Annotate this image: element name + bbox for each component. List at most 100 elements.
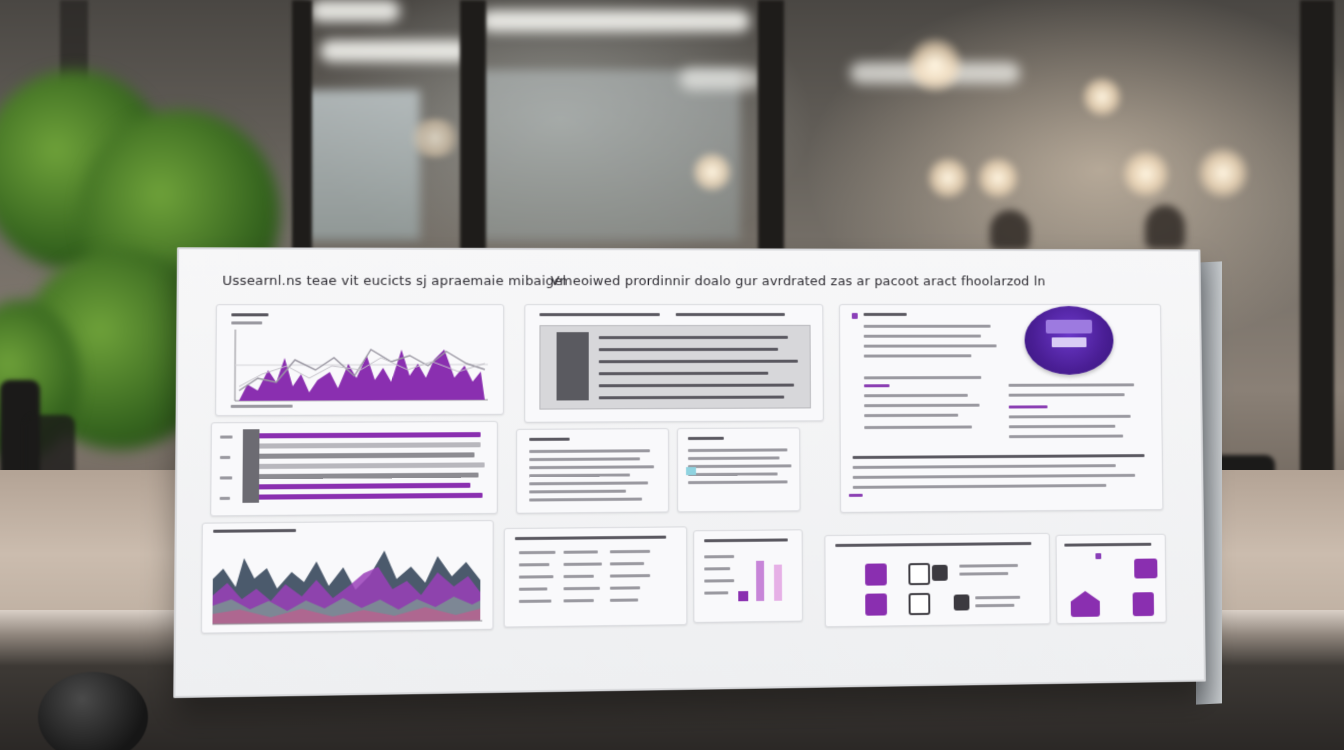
bar-label (220, 497, 230, 500)
bullet-marker (1095, 553, 1101, 559)
text-line (864, 384, 890, 387)
text-line (853, 484, 1107, 489)
text-line (864, 394, 968, 397)
text-line (688, 448, 787, 452)
grid-icon (909, 593, 931, 615)
house-icon (1071, 591, 1100, 617)
text-line (853, 454, 1145, 459)
text-line (529, 498, 642, 502)
text-line (864, 354, 972, 357)
stacked-area-chart (208, 535, 486, 628)
grid-icon (954, 594, 970, 610)
document-icon (932, 565, 948, 581)
text-line (864, 335, 981, 338)
mini-bar-panel (693, 529, 803, 623)
bar-row (243, 473, 479, 480)
board-left-heading: Ussearnl.ns teae vit eucicts sj apraemai… (222, 274, 566, 289)
bar-label (220, 476, 232, 479)
text-line (519, 600, 551, 603)
table-row (599, 360, 798, 363)
shape-icon (1133, 592, 1154, 616)
text-line (704, 579, 734, 582)
text-line (975, 596, 1020, 600)
data-table (539, 325, 811, 410)
text-line (1009, 435, 1123, 439)
panel-caption (213, 529, 296, 533)
panel-caption (539, 313, 659, 316)
text-line (864, 425, 972, 429)
text-line (564, 587, 600, 590)
text-line (959, 564, 1018, 568)
text-line (1009, 415, 1131, 419)
text-line (688, 480, 787, 484)
table-row (599, 372, 768, 376)
table-row (599, 336, 788, 339)
text-line (688, 464, 791, 468)
table-row (599, 348, 778, 351)
text-block-panel (677, 427, 801, 512)
bar-row (243, 432, 481, 438)
text-line (610, 550, 650, 553)
text-line (519, 551, 555, 554)
text-line (864, 376, 981, 379)
bar-row (243, 483, 471, 490)
icon-tiles-panel (1056, 534, 1167, 624)
area-chart-panel (215, 304, 504, 416)
text-line (529, 481, 648, 485)
text-heading (704, 538, 788, 542)
text-line (610, 562, 644, 565)
summary-panel (839, 304, 1163, 513)
text-line (864, 344, 997, 347)
text-line (704, 591, 728, 594)
bar-axis-block (242, 429, 259, 503)
text-line (1009, 425, 1115, 429)
text-block-panel (516, 428, 669, 514)
text-line (849, 494, 863, 497)
shape-icon (1134, 559, 1157, 579)
text-line (864, 414, 958, 417)
text-table-panel (504, 526, 688, 627)
bar-label (220, 435, 232, 438)
bar-row (243, 442, 481, 448)
purple-disc-badge (1024, 306, 1113, 375)
bar-label (220, 456, 230, 459)
text-line (610, 586, 640, 589)
table-row (599, 384, 794, 388)
bar-row (242, 493, 482, 500)
text-line (704, 567, 730, 570)
text-heading (864, 313, 907, 316)
bar-row (243, 462, 485, 469)
text-line (564, 562, 602, 565)
bar-chart-panel (210, 421, 498, 517)
text-line (610, 598, 638, 601)
panel-caption (676, 313, 785, 316)
text-line (864, 404, 979, 407)
text-line (529, 474, 630, 478)
text-line (519, 563, 549, 566)
table-row (599, 396, 784, 400)
axis-caption (231, 405, 293, 408)
board-right-heading: Vmeoiwed prordinnir doalo gur avrdrated … (551, 274, 1046, 289)
text-line (864, 325, 991, 328)
text-line (529, 449, 650, 453)
table-highlight-column (557, 332, 589, 400)
text-heading (529, 438, 569, 441)
disc-label (1046, 320, 1092, 334)
icon-tiles-panel (824, 533, 1050, 627)
document-icon (908, 563, 930, 585)
text-heading (835, 542, 1031, 547)
text-line (564, 550, 598, 553)
disc-band (1052, 337, 1087, 347)
stacked-area-panel (201, 520, 494, 634)
text-line (1009, 405, 1048, 408)
bar-row (243, 452, 475, 459)
panel-caption (231, 313, 268, 316)
text-line (529, 457, 640, 461)
text-line (564, 599, 594, 602)
text-heading (688, 437, 724, 440)
mini-bar (756, 561, 764, 601)
text-line (853, 474, 1135, 479)
text-line (688, 456, 780, 460)
